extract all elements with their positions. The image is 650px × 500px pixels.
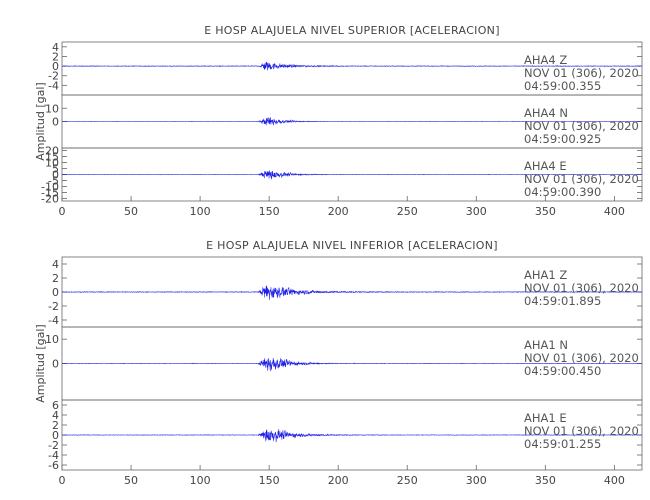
y-tick-label: -4 [48,314,59,327]
y-tick-label: -2 [48,439,59,452]
x-tick-label: 100 [190,205,211,218]
waveform-trace [62,117,642,126]
chart-panel-1: E HOSP ALAJUELA NIVEL SUPERIOR [ACELERAC… [34,24,643,218]
x-tick-label: 150 [259,205,280,218]
chart-title: E HOSP ALAJUELA NIVEL INFERIOR [ACELERAC… [206,239,498,252]
waveform-trace [61,429,642,443]
x-tick-label: 100 [190,474,211,487]
chart-panel-2: E HOSP ALAJUELA NIVEL INFERIOR [ACELERAC… [34,239,643,487]
y-tick-label: -15 [41,187,59,200]
y-tick-label: -2 [48,70,59,83]
station-label: AHA1 N [524,338,568,352]
y-tick-label: -10 [41,181,59,194]
y-tick-label: 15 [45,150,59,163]
time-label: 04:59:00.355 [524,79,601,93]
time-label: 04:59:00.925 [524,132,601,146]
y-tick-label: 0 [52,116,59,129]
chart-title: E HOSP ALAJUELA NIVEL SUPERIOR [ACELERAC… [204,24,500,37]
x-tick-label: 0 [59,474,66,487]
x-tick-label: 350 [535,474,556,487]
x-tick-label: 350 [535,205,556,218]
x-tick-label: 150 [259,474,280,487]
x-tick-label: 400 [604,474,625,487]
time-label: 04:59:01.255 [524,437,601,451]
y-tick-label: 4 [52,258,59,271]
y-tick-label: -6 [48,459,59,472]
y-tick-label: 5 [52,162,59,175]
y-tick-label: 20 [45,144,59,157]
y-tick-label: 0 [52,429,59,442]
x-tick-label: 300 [466,474,487,487]
x-tick-label: 200 [328,205,349,218]
time-label: 04:59:00.450 [524,364,601,378]
y-tick-label: 2 [52,50,59,63]
x-tick-label: 400 [604,205,625,218]
y-tick-label: -20 [41,193,59,206]
station-label: AHA1 E [524,411,567,425]
station-label: AHA4 N [524,106,568,120]
station-label: AHA1 Z [524,268,567,282]
y-tick-label: -2 [48,300,59,313]
y-tick-label: 0 [52,358,59,371]
y-axis-label: Amplitud [gal] [34,82,47,160]
y-tick-label: 2 [52,419,59,432]
x-tick-label: 200 [328,474,349,487]
y-tick-label: -4 [48,449,59,462]
date-label: NOV 01 (306), 2020 [524,119,639,133]
x-tick-label: 250 [397,474,418,487]
y-tick-label: 4 [52,41,59,54]
time-label: 04:59:01.895 [524,294,601,308]
x-tick-label: 250 [397,205,418,218]
date-label: NOV 01 (306), 2020 [524,66,639,80]
y-tick-label: 0 [52,60,59,73]
waveform-trace [62,61,642,71]
station-label: AHA4 E [524,159,567,173]
waveform-trace [61,170,642,180]
y-tick-label: 0 [52,169,59,182]
y-tick-label: -4 [48,79,59,92]
waveform-trace [61,358,642,372]
y-tick-label: -5 [48,175,59,188]
station-label: AHA4 Z [524,53,567,67]
y-tick-label: 6 [52,399,59,412]
y-tick-label: 0 [52,286,59,299]
x-tick-label: 50 [124,474,138,487]
y-tick-label: 4 [52,409,59,422]
date-label: NOV 01 (306), 2020 [524,172,639,186]
date-label: NOV 01 (306), 2020 [524,424,639,438]
y-axis-label: Amplitud [gal] [34,324,47,402]
x-tick-label: 0 [59,205,66,218]
date-label: NOV 01 (306), 2020 [524,351,639,365]
x-tick-label: 50 [124,205,138,218]
y-tick-label: 10 [45,333,59,346]
time-label: 04:59:00.390 [524,185,601,199]
y-tick-label: 10 [45,102,59,115]
y-tick-label: 2 [52,272,59,285]
y-tick-label: 10 [45,156,59,169]
date-label: NOV 01 (306), 2020 [524,281,639,295]
x-tick-label: 300 [466,205,487,218]
waveform-trace [61,285,643,300]
